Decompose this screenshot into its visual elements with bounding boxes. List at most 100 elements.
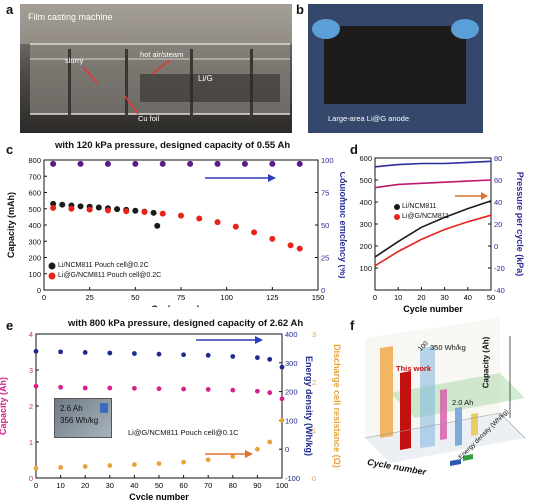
data-point: [156, 351, 162, 357]
data-point: [181, 386, 187, 392]
data-point: [132, 351, 137, 356]
data-point: [267, 356, 273, 362]
y-tick-label: 0: [37, 286, 41, 295]
y3-axis-label: Discharge cell resistance (Ω): [332, 344, 342, 468]
data-point: [141, 209, 148, 215]
data-point: [132, 207, 139, 214]
data-point: [232, 223, 239, 230]
x-tick-label: 40: [464, 293, 472, 302]
y2-tick-label: 40: [494, 198, 502, 207]
y2-tick-label: -20: [494, 264, 505, 273]
data-point: [205, 457, 211, 463]
y2-tick-label: 100: [321, 156, 334, 165]
arrow-head: [245, 450, 253, 458]
chart-e: 0 10 20 30 40 50 60 70 80 90 10001234-100010020030…: [0, 330, 342, 500]
data-point: [251, 229, 258, 236]
data-point: [107, 385, 113, 391]
x-tick-label: 100: [220, 293, 233, 302]
x-tick-label: 50: [487, 293, 495, 302]
y2-tick-label: 75: [321, 189, 329, 198]
series-line-1: [374, 214, 492, 267]
x-axis-label: Cycle number: [129, 492, 189, 500]
data-point: [104, 207, 111, 214]
y3-tick-label: 3: [312, 330, 316, 339]
cell-tab-icon: [100, 403, 108, 413]
x-tick-label: 80: [229, 481, 237, 490]
chart-f: [364, 318, 526, 466]
inset-capacity: 2.6 Ah: [60, 404, 83, 413]
y2-axis-label: Pressure per cycle (kPa): [515, 172, 525, 277]
x-tick-label: 125: [266, 293, 279, 302]
panel-d-letter: d: [350, 142, 358, 157]
y2-tick-label: 0: [285, 445, 289, 454]
x-tick-label: 90: [253, 481, 261, 490]
anode-illustration: [308, 4, 483, 133]
f-zlabel: Capacity (Ah): [481, 336, 491, 389]
x-axis-label: Cycle number: [403, 304, 463, 314]
y2-tick-label: 50: [321, 221, 329, 230]
data-point: [287, 242, 294, 249]
y3-tick-label: 0: [312, 474, 316, 483]
series-line-0: [374, 200, 492, 258]
data-point: [82, 464, 88, 469]
legend-d-marker-0: [394, 204, 400, 210]
annotation-this-work: This work: [396, 364, 432, 373]
y-tick-label: 1: [29, 438, 33, 447]
legend-c-0: Li/NCM811 Pouch cell@0.2C: [58, 262, 149, 269]
data-point: [58, 384, 63, 390]
data-point: [132, 160, 139, 167]
y-tick-label: 4: [29, 330, 33, 339]
data-point: [296, 160, 303, 167]
film-casting-photo: Film casting machine slurry hot air/stea…: [20, 4, 292, 133]
data-point: [95, 204, 102, 211]
data-point: [82, 385, 88, 391]
data-point: [269, 235, 276, 242]
data-point: [269, 160, 276, 167]
legend-d-1: Li@G/NCM811: [402, 213, 450, 220]
data-point: [159, 210, 166, 217]
data-point: [255, 446, 260, 452]
data-point: [77, 160, 84, 167]
data-point: [156, 461, 162, 466]
data-point: [107, 463, 113, 468]
y2-tick-label: -100: [285, 474, 300, 483]
label-hot-air: hot air/steam: [140, 50, 184, 59]
y-tick-label: 200: [28, 254, 41, 263]
panel-a-letter: a: [6, 2, 14, 17]
chart-d: 0 10 20 30 40 50 100 200 300 400 500 600 -40 -20 0 20 40…: [345, 154, 525, 314]
photo-title: Film casting machine: [28, 12, 113, 22]
y2-tick-label: 0: [494, 242, 498, 251]
data-point: [104, 160, 111, 167]
data-point: [181, 459, 187, 465]
film-casting-illustration: [20, 4, 292, 119]
label-lig: Li/G: [198, 74, 213, 83]
x-tick-label: 30: [106, 481, 114, 490]
legend-c-marker-0: [48, 262, 56, 270]
y3-tick-label: 1: [312, 426, 316, 435]
y-tick-label: 800: [28, 156, 41, 165]
y-tick-label: 700: [28, 172, 41, 181]
y-tick-label: 600: [359, 154, 372, 163]
data-point: [214, 160, 221, 167]
panel-c-letter: c: [6, 142, 14, 157]
data-point: [114, 206, 121, 213]
x-tick-label: 20: [81, 481, 89, 490]
plot-frame: [43, 159, 319, 291]
panel-b-letter: b: [296, 2, 304, 17]
data-point: [82, 350, 88, 355]
y2-tick-label: 60: [494, 176, 502, 185]
x-tick-label: 40: [130, 481, 138, 490]
y-tick-label: 2: [29, 402, 33, 411]
data-point: [230, 354, 236, 359]
y2-tick-label: 300: [285, 359, 298, 368]
data-point: [156, 386, 162, 392]
legend-d-marker-1: [394, 214, 400, 220]
panel-f-letter: f: [350, 318, 355, 333]
x-tick-label: 0: [42, 293, 46, 302]
y-tick-label: 300: [28, 237, 41, 246]
data-point: [178, 212, 184, 219]
data-point: [187, 160, 194, 167]
data-point: [241, 160, 248, 167]
x-axis-label: Cycle number: [151, 304, 211, 307]
data-point: [68, 205, 75, 212]
